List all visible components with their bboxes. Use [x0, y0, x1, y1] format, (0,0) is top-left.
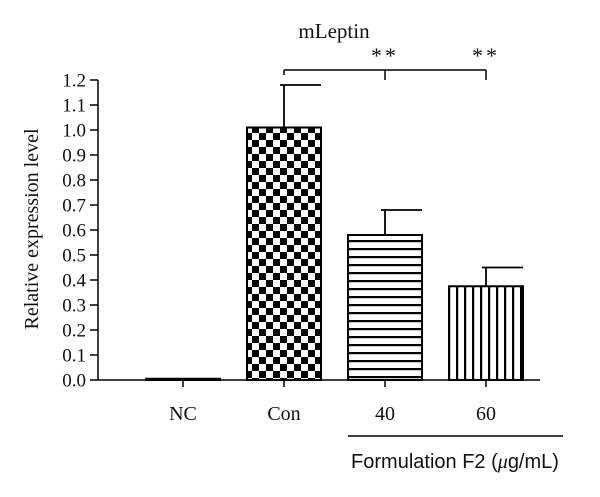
x-tick-label: 60 — [476, 403, 496, 425]
bar-60 — [448, 285, 524, 381]
x-tick-label: 40 — [375, 403, 395, 425]
y-axis-label: Relative expression level — [21, 128, 43, 329]
y-tick-label: 1.1 — [62, 96, 86, 117]
y-tick-label: 0.3 — [62, 296, 86, 317]
y-tick-label: 0.1 — [62, 346, 86, 367]
y-tick-label: 0.8 — [62, 171, 86, 192]
y-tick-label: 1.2 — [62, 71, 86, 92]
y-tick-label: 0.0 — [62, 371, 86, 392]
x-tick-label: NC — [169, 403, 197, 425]
x-tick-label: Con — [267, 403, 300, 425]
group-label: Formulation F2 (μg/mL) — [351, 451, 559, 473]
chart-title: mLeptin — [298, 19, 370, 43]
y-tick-label: 0.7 — [62, 196, 86, 217]
bar-con — [246, 126, 322, 381]
bar-nc — [145, 377, 221, 381]
y-tick-label: 1.0 — [62, 121, 86, 142]
significance-label: ** — [371, 43, 399, 68]
y-tick-label: 0.2 — [62, 321, 86, 342]
y-axis: 0.0 0.1 0.2 0.3 0.4 0.5 0.6 0.7 0.8 0.9 1.0 1.1 1.2 — [62, 71, 99, 392]
significance-label: ** — [472, 43, 500, 68]
y-tick-label: 0.9 — [62, 146, 86, 167]
bars — [145, 84, 524, 381]
x-axis: NC Con 40 60 — [98, 379, 540, 425]
y-tick-label: 0.6 — [62, 221, 86, 242]
significance-annotations: ** ** — [283, 43, 500, 80]
y-tick-label: 0.5 — [62, 246, 86, 267]
y-tick-label: 0.4 — [62, 271, 86, 292]
bar-40 — [347, 234, 423, 381]
